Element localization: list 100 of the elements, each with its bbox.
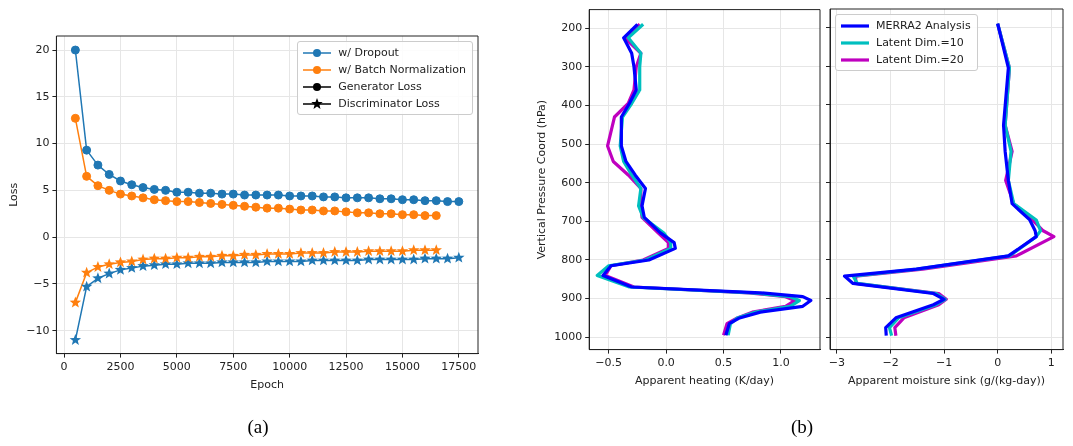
point [103, 258, 115, 270]
point [104, 169, 114, 179]
point [374, 253, 386, 265]
point [396, 245, 409, 257]
y-tick-label: 5 [42, 183, 50, 197]
point [262, 190, 272, 200]
text: (b) [790, 416, 814, 438]
text: (a) [247, 416, 269, 438]
x-tick-label: −0.5 [595, 356, 623, 370]
point [216, 249, 228, 261]
point [193, 250, 206, 262]
point [283, 255, 296, 267]
x-tick-label: 10000 [272, 360, 308, 374]
x-tick-label: 1.0 [772, 356, 790, 370]
point [251, 202, 261, 212]
x-tick-label: 7500 [219, 360, 248, 374]
y-tick-label: 200 [561, 21, 583, 34]
point [453, 251, 465, 263]
point [159, 252, 172, 264]
point [227, 249, 239, 261]
point [454, 197, 464, 207]
point [351, 246, 364, 257]
point [375, 209, 385, 219]
y-tick-label: 300 [561, 59, 583, 73]
point [385, 245, 397, 257]
legend-label: w/ Dropout [338, 45, 399, 61]
point [362, 245, 375, 257]
x-tick-label: 0 [60, 360, 68, 374]
x-axis-title: Apparent moisture sink (g/(kg-day)) [847, 374, 1046, 388]
x-tick-label: 0 [994, 356, 1002, 370]
point [205, 250, 217, 262]
point [183, 187, 193, 197]
point [228, 200, 238, 210]
point [93, 160, 103, 170]
x-axis-title: Epoch [250, 378, 285, 392]
point [273, 203, 283, 213]
point [317, 247, 330, 258]
y-tick-label: 700 [561, 214, 583, 228]
x-tick-label: 5000 [162, 360, 191, 374]
point [261, 255, 273, 267]
y-tick-label: 900 [561, 291, 583, 305]
point [240, 190, 250, 200]
point [217, 189, 227, 199]
point [138, 183, 148, 193]
point [352, 208, 362, 218]
x-tick-label: −3 [828, 356, 846, 370]
point [330, 192, 340, 202]
point [351, 254, 364, 266]
point [340, 246, 352, 257]
point [408, 244, 420, 256]
point [330, 206, 340, 216]
point [295, 255, 307, 267]
point [420, 211, 430, 221]
point [161, 185, 171, 195]
point [397, 210, 407, 220]
point [317, 254, 330, 266]
point [238, 248, 251, 260]
point [228, 189, 238, 199]
point [250, 248, 262, 260]
point [341, 207, 351, 217]
point [261, 247, 273, 259]
point [194, 198, 204, 208]
point [82, 171, 92, 181]
point [149, 195, 159, 205]
point [240, 201, 250, 211]
legend-label: Generator Loss [338, 79, 422, 95]
point [69, 334, 82, 345]
point [431, 196, 441, 206]
y-tick-label: 10 [35, 136, 50, 150]
legend-label: w/ Batch Normalization [338, 62, 466, 78]
point [138, 193, 148, 203]
legend-label: Latent Dim.=10 [876, 35, 964, 51]
point [409, 195, 419, 205]
point [283, 247, 296, 259]
point [217, 199, 227, 209]
x-tick-label: 17500 [441, 360, 477, 374]
y-tick-label: −5 [33, 276, 50, 290]
legend-label: Discriminator Loss [338, 96, 440, 112]
y-tick-label: 400 [561, 98, 583, 112]
point [329, 246, 341, 257]
point [307, 205, 317, 215]
y-tick-label: 20 [35, 42, 50, 56]
point [127, 180, 137, 190]
point [318, 206, 328, 216]
point [238, 256, 251, 268]
point [171, 251, 183, 263]
point [183, 197, 193, 207]
x-tick-label: 0.0 [657, 356, 675, 370]
point [329, 254, 341, 266]
y-axis-title: Vertical Pressure Coord (hPa) [535, 99, 549, 260]
y-tick-label: 1000 [554, 330, 583, 344]
point [70, 113, 80, 123]
point [149, 184, 159, 194]
point [409, 210, 419, 220]
point [285, 191, 295, 201]
point [396, 253, 409, 265]
y-tick-label: 600 [561, 175, 583, 189]
point [352, 193, 362, 203]
y-tick-label: 500 [561, 136, 583, 150]
x-tick-label: 2500 [106, 360, 135, 374]
